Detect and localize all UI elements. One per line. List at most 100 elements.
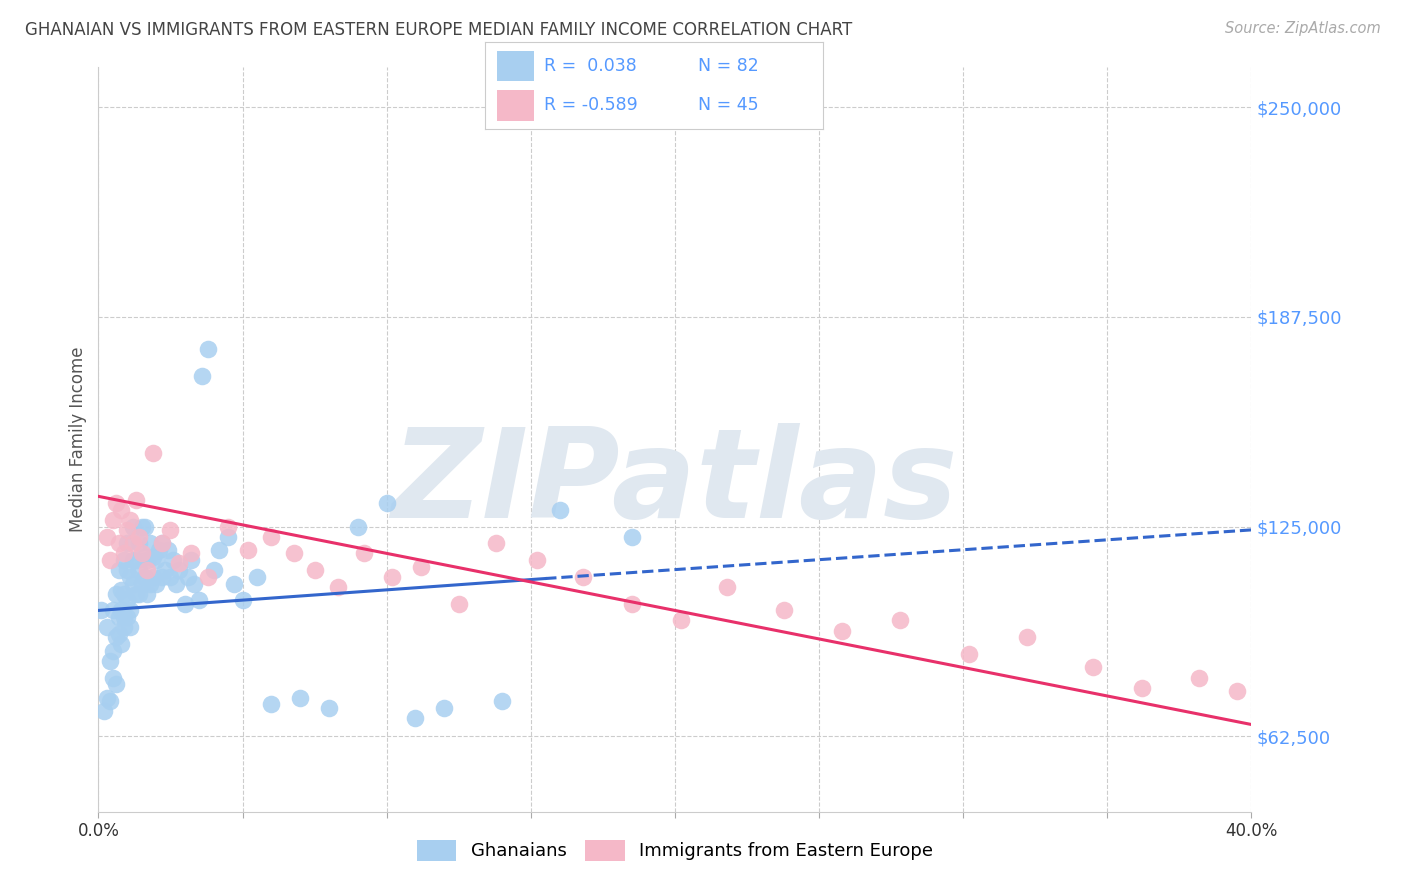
Point <box>112 620 135 634</box>
Point <box>526 553 548 567</box>
Point <box>90 603 112 617</box>
Point <box>1226 684 1249 698</box>
Point <box>128 536 150 550</box>
Point <box>107 610 129 624</box>
Point <box>142 446 165 460</box>
Point <box>326 580 349 594</box>
Point <box>148 543 170 558</box>
Point <box>139 576 162 591</box>
Point <box>208 543 231 558</box>
Point <box>548 502 571 516</box>
Point <box>101 643 124 657</box>
Point <box>122 576 145 591</box>
Point <box>231 593 254 607</box>
Point <box>405 711 427 725</box>
Point <box>93 704 115 718</box>
Point <box>889 614 911 628</box>
Point <box>134 519 156 533</box>
Point <box>110 603 132 617</box>
Point <box>162 553 184 567</box>
Point <box>304 563 326 577</box>
Point <box>142 570 165 584</box>
Point <box>283 546 305 560</box>
Point <box>222 576 245 591</box>
Point <box>136 553 159 567</box>
Point <box>174 597 197 611</box>
Point <box>98 694 121 708</box>
Point <box>120 620 142 634</box>
Point <box>145 576 167 591</box>
Point <box>122 553 145 567</box>
Point <box>159 570 181 584</box>
Point <box>112 546 135 560</box>
Point <box>117 536 139 550</box>
Point <box>104 630 127 644</box>
Legend: Ghanaians, Immigrants from Eastern Europe: Ghanaians, Immigrants from Eastern Europ… <box>408 830 942 870</box>
Point <box>139 536 162 550</box>
Point <box>117 523 139 537</box>
Point <box>773 603 796 617</box>
Point <box>96 690 118 705</box>
Point <box>167 557 190 571</box>
Point <box>112 587 135 601</box>
Point <box>1081 660 1104 674</box>
Point <box>122 536 145 550</box>
Point <box>104 496 127 510</box>
Point <box>447 597 470 611</box>
Point <box>831 624 853 638</box>
Point <box>156 543 179 558</box>
Point <box>107 627 129 641</box>
Point <box>433 700 456 714</box>
Point <box>136 563 159 577</box>
Point <box>120 570 142 584</box>
Point <box>104 677 127 691</box>
Point <box>125 492 148 507</box>
Bar <box>496 51 534 81</box>
Point <box>128 563 150 577</box>
Point <box>145 553 167 567</box>
Point <box>120 513 142 527</box>
Point <box>217 530 239 544</box>
Point <box>112 610 135 624</box>
Point <box>110 637 132 651</box>
Point <box>571 570 593 584</box>
Text: R = -0.589: R = -0.589 <box>544 95 638 114</box>
Point <box>197 342 219 356</box>
Point <box>197 570 219 584</box>
Point <box>122 519 145 533</box>
Point <box>346 519 368 533</box>
Point <box>716 580 738 594</box>
Point <box>96 620 118 634</box>
Point <box>128 587 150 601</box>
Point <box>101 513 124 527</box>
Point <box>669 614 692 628</box>
Point <box>117 593 139 607</box>
Point <box>491 694 513 708</box>
Point <box>202 563 225 577</box>
Point <box>117 563 139 577</box>
Point <box>260 698 283 712</box>
Point <box>260 530 283 544</box>
Point <box>150 536 173 550</box>
Point <box>98 553 121 567</box>
Point <box>375 496 398 510</box>
Point <box>411 559 433 574</box>
Point <box>167 563 190 577</box>
Point <box>110 502 132 516</box>
Point <box>290 690 312 705</box>
Point <box>134 549 156 564</box>
Point <box>1130 681 1153 695</box>
Point <box>238 543 260 558</box>
Point <box>101 603 124 617</box>
Point <box>125 587 148 601</box>
Point <box>131 519 153 533</box>
Y-axis label: Median Family Income: Median Family Income <box>69 347 87 532</box>
Point <box>1015 630 1038 644</box>
Point <box>180 553 202 567</box>
Point <box>246 570 269 584</box>
Point <box>153 563 176 577</box>
Point <box>318 700 340 714</box>
Text: N = 45: N = 45 <box>697 95 758 114</box>
Text: GHANAIAN VS IMMIGRANTS FROM EASTERN EUROPE MEDIAN FAMILY INCOME CORRELATION CHAR: GHANAIAN VS IMMIGRANTS FROM EASTERN EURO… <box>25 21 852 38</box>
Point <box>485 536 508 550</box>
